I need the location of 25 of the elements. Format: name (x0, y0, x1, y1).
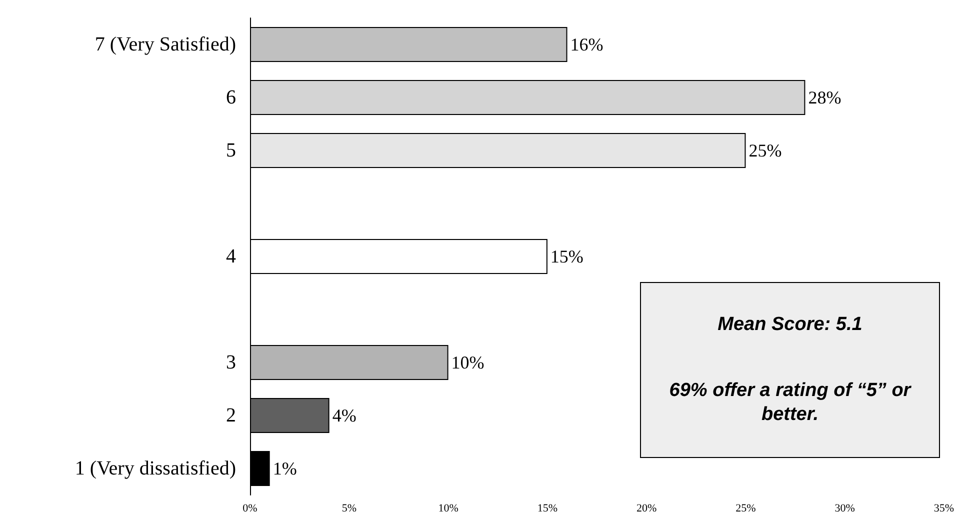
y-tick-label: 1 (Very dissatisfied) (74, 458, 236, 480)
x-tick-label: 0% (242, 502, 258, 514)
x-tick-label: 30% (834, 502, 855, 514)
data-label: 10% (451, 352, 484, 372)
x-tick-label: 35% (934, 502, 954, 514)
y-tick-label: 6 (226, 86, 236, 108)
annotation: Mean Score: 5.1 (716, 313, 864, 337)
data-label: 25% (748, 140, 782, 160)
y-tick-label: 5 (226, 140, 236, 162)
y-tick-label: 7 (Very Satisfied) (94, 34, 236, 56)
x-tick-label: 10% (438, 502, 458, 514)
x-tick-label: 25% (736, 502, 756, 514)
data-label: 1% (272, 458, 297, 478)
y-tick-label: 3 (226, 352, 236, 374)
x-tick-label: 5% (342, 502, 356, 514)
y-tick-label: 2 (226, 404, 236, 426)
text-box: Mean Score: 5.1 69% offer a rating of “5” or better. (640, 282, 940, 458)
data-label: 4% (332, 406, 356, 426)
x-tick-label: 20% (636, 502, 657, 514)
x-tick-label: 15% (537, 502, 558, 514)
annotation: 69% offer a rating of “5” or better. (668, 379, 912, 427)
data-label: 16% (570, 34, 604, 54)
y-tick-label: 4 (226, 246, 236, 268)
data-label: 28% (808, 88, 842, 108)
data-label: 15% (550, 246, 584, 266)
